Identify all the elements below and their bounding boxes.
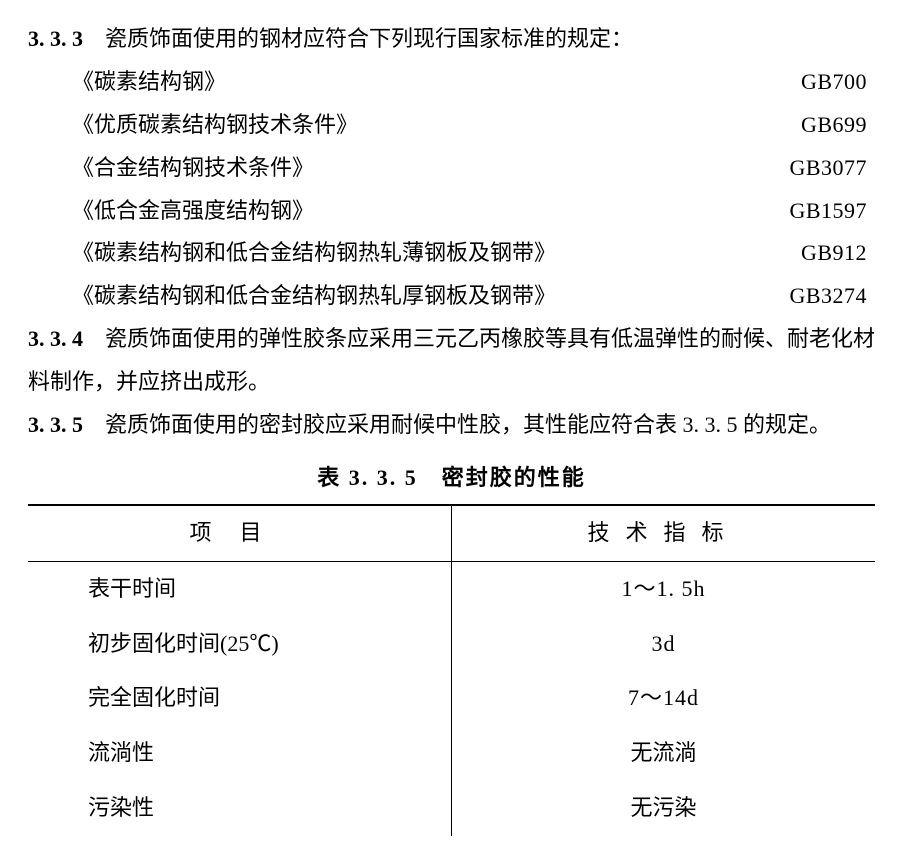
standard-code: GB1597 (789, 190, 875, 233)
standard-title: 《碳素结构钢和低合金结构钢热轧厚钢板及钢带》 (72, 275, 556, 318)
standard-code: GB700 (801, 61, 875, 104)
table-row: 完全固化时间 7～14d (28, 671, 875, 726)
table-header-row: 项目 技术指标 (28, 505, 875, 561)
spacer (314, 147, 789, 190)
standard-row: 《碳素结构钢》 GB700 (28, 61, 875, 104)
clause-text: 瓷质饰面使用的弹性胶条应采用三元乙丙橡胶等具有低温弹性的耐候、耐老化材料制作，并… (28, 326, 875, 394)
standard-title: 《优质碳素结构钢技术条件》 (72, 104, 358, 147)
table-row: 污染性 无污染 (28, 781, 875, 836)
clause-text: 瓷质饰面使用的密封胶应采用耐候中性胶，其性能应符合表 3. 3. 5 的规定。 (83, 412, 831, 437)
table-caption: 表 3. 3. 5 密封胶的性能 (28, 457, 875, 500)
spacer (358, 104, 801, 147)
table-header-item: 项目 (28, 505, 452, 561)
clause-3-3-3: 3. 3. 3 瓷质饰面使用的钢材应符合下列现行国家标准的规定： (28, 18, 875, 61)
table-row: 初步固化时间(25℃) 3d (28, 617, 875, 672)
clause-number: 3. 3. 4 (28, 326, 83, 351)
standard-code: GB912 (801, 232, 875, 275)
standard-title: 《合金结构钢技术条件》 (72, 147, 314, 190)
table-cell-item: 污染性 (28, 781, 452, 836)
standard-row: 《优质碳素结构钢技术条件》 GB699 (28, 104, 875, 147)
table-cell-item: 初步固化时间(25℃) (28, 617, 452, 672)
table-row: 流淌性 无流淌 (28, 726, 875, 781)
table-cell-value: 无污染 (452, 781, 876, 836)
standard-code: GB3274 (789, 275, 875, 318)
standard-row: 《碳素结构钢和低合金结构钢热轧薄钢板及钢带》 GB912 (28, 232, 875, 275)
spacer (556, 232, 801, 275)
table-cell-value: 1～1. 5h (452, 561, 876, 616)
clause-3-3-4: 3. 3. 4 瓷质饰面使用的弹性胶条应采用三元乙丙橡胶等具有低温弹性的耐候、耐… (28, 318, 875, 404)
table-cell-item: 完全固化时间 (28, 671, 452, 726)
clause-3-3-5: 3. 3. 5 瓷质饰面使用的密封胶应采用耐候中性胶，其性能应符合表 3. 3.… (28, 404, 875, 447)
standard-row: 《碳素结构钢和低合金结构钢热轧厚钢板及钢带》 GB3274 (28, 275, 875, 318)
clause-number: 3. 3. 3 (28, 26, 83, 51)
table-header-spec: 技术指标 (452, 505, 876, 561)
clause-lead-text: 瓷质饰面使用的钢材应符合下列现行国家标准的规定： (83, 26, 633, 51)
table-cell-value: 3d (452, 617, 876, 672)
standard-code: GB699 (801, 104, 875, 147)
document-page: 3. 3. 3 瓷质饰面使用的钢材应符合下列现行国家标准的规定： 《碳素结构钢》… (0, 0, 903, 860)
standard-title: 《碳素结构钢》 (72, 61, 226, 104)
table-cell-item: 流淌性 (28, 726, 452, 781)
standard-row: 《低合金高强度结构钢》 GB1597 (28, 190, 875, 233)
spacer (226, 61, 801, 104)
table-cell-value: 7～14d (452, 671, 876, 726)
spacer (314, 190, 789, 233)
clause-number: 3. 3. 5 (28, 412, 83, 437)
standard-row: 《合金结构钢技术条件》 GB3077 (28, 147, 875, 190)
sealant-spec-table: 项目 技术指标 表干时间 1～1. 5h 初步固化时间(25℃) 3d 完全固化… (28, 504, 875, 836)
table-row: 表干时间 1～1. 5h (28, 561, 875, 616)
standard-title: 《低合金高强度结构钢》 (72, 190, 314, 233)
spacer (556, 275, 789, 318)
standard-title: 《碳素结构钢和低合金结构钢热轧薄钢板及钢带》 (72, 232, 556, 275)
table-cell-value: 无流淌 (452, 726, 876, 781)
table-cell-item: 表干时间 (28, 561, 452, 616)
standard-code: GB3077 (789, 147, 875, 190)
